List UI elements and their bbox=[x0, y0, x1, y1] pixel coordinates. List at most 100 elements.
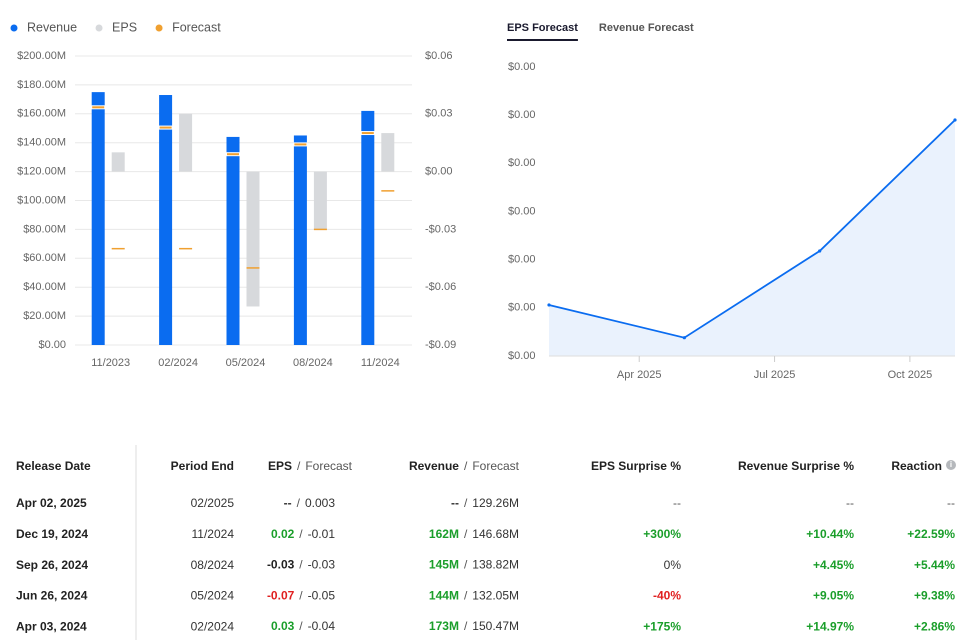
cell-pair: 173M / 150.47M bbox=[429, 619, 519, 633]
y-tick-label: $0.00 bbox=[508, 302, 536, 314]
cell-forecast: -0.01 bbox=[308, 527, 336, 541]
cell-pair: 0.02 / -0.01 bbox=[271, 527, 335, 541]
cell-pair: 145M / 138.82M bbox=[429, 558, 519, 572]
cell-forecast: 146.68M bbox=[472, 527, 519, 541]
period-end: 08/2024 bbox=[191, 558, 235, 572]
y2-tick-label: $0.00 bbox=[425, 166, 453, 178]
surprise-cell: -40% bbox=[653, 589, 681, 603]
revenue-bar[interactable] bbox=[361, 110, 375, 345]
info-icon-glyph: i bbox=[950, 460, 952, 469]
point bbox=[953, 118, 957, 122]
cell-pair: -0.03 / -0.03 bbox=[267, 558, 335, 572]
eps-forecast-marker bbox=[111, 247, 125, 250]
legend-swatch bbox=[95, 24, 103, 32]
cell-forecast: -0.03 bbox=[308, 558, 336, 572]
tab[interactable]: EPS Forecast bbox=[507, 22, 578, 34]
eps-bar[interactable] bbox=[313, 171, 327, 230]
column-header: Revenue / Forecast bbox=[409, 459, 520, 473]
cell-forecast: -0.04 bbox=[308, 619, 336, 633]
surprise-cell: -- bbox=[947, 496, 955, 510]
y-tick-label: $180.00M bbox=[17, 79, 66, 91]
cell-forecast: 0.003 bbox=[305, 496, 335, 510]
separator: / bbox=[464, 589, 468, 603]
cell-value: 144M bbox=[429, 589, 459, 603]
point bbox=[682, 336, 686, 340]
info-icon[interactable] bbox=[946, 460, 956, 470]
revenue-bar[interactable] bbox=[91, 92, 105, 345]
y2-tick-label: -$0.06 bbox=[425, 281, 456, 293]
header-part: EPS bbox=[268, 459, 292, 473]
cell-value: -0.03 bbox=[267, 558, 295, 572]
x-tick-label: 05/2024 bbox=[226, 357, 266, 369]
revenue-bar[interactable] bbox=[293, 135, 307, 345]
cell-forecast: -0.05 bbox=[308, 589, 336, 603]
eps-forecast-marker bbox=[246, 267, 260, 269]
cell-pair: 162M / 146.68M bbox=[429, 527, 519, 541]
y-tick-label: $20.00M bbox=[23, 310, 66, 322]
legend-label[interactable]: Revenue bbox=[27, 20, 77, 34]
header-part: Forecast bbox=[305, 459, 352, 473]
separator: / bbox=[297, 459, 301, 473]
y-tick-label: $40.00M bbox=[23, 281, 66, 293]
cell-value: 0.02 bbox=[271, 527, 295, 541]
cell-value: -0.07 bbox=[267, 589, 295, 603]
surprise-cell: +175% bbox=[643, 619, 681, 633]
revenue-forecast-marker bbox=[360, 131, 375, 136]
eps-bar[interactable] bbox=[111, 152, 125, 172]
eps-bar[interactable] bbox=[381, 133, 395, 172]
revenue-bar[interactable] bbox=[159, 95, 173, 345]
period-end: 02/2024 bbox=[191, 619, 235, 633]
surprise-cell: +300% bbox=[643, 527, 681, 541]
release-date: Sep 26, 2024 bbox=[16, 558, 88, 572]
revenue-forecast-marker bbox=[293, 142, 308, 147]
header-part: Forecast bbox=[472, 459, 519, 473]
eps-bar[interactable] bbox=[246, 171, 260, 307]
cell-pair: 0.03 / -0.04 bbox=[271, 619, 335, 633]
line bbox=[548, 119, 956, 339]
column-header: Release Date bbox=[16, 459, 91, 473]
x-tick-label: 02/2024 bbox=[158, 357, 198, 369]
separator: / bbox=[299, 527, 303, 541]
separator: / bbox=[299, 619, 303, 633]
revenue-bar[interactable] bbox=[226, 136, 240, 345]
release-date: Jun 26, 2024 bbox=[16, 589, 88, 603]
cell-value: 173M bbox=[429, 619, 459, 633]
eps-forecast-marker bbox=[179, 247, 193, 250]
eps-forecast-marker bbox=[313, 228, 327, 231]
surprise-cell: +10.44% bbox=[806, 527, 854, 541]
point bbox=[547, 303, 551, 307]
cell-value: 0.03 bbox=[271, 619, 295, 633]
cell-value: -- bbox=[284, 496, 292, 510]
separator: / bbox=[464, 527, 468, 541]
x-tick-label: Oct 2025 bbox=[888, 369, 933, 381]
separator: / bbox=[299, 558, 303, 572]
cell-forecast: 150.47M bbox=[472, 619, 519, 633]
y-tick-label: $0.00 bbox=[508, 205, 536, 217]
surprise-cell: +9.38% bbox=[914, 589, 955, 603]
area bbox=[549, 119, 955, 356]
x-tick-label: 11/2024 bbox=[361, 357, 400, 369]
revenue-forecast-marker bbox=[226, 152, 240, 157]
surprise-cell: 0% bbox=[664, 558, 682, 572]
tab[interactable]: Revenue Forecast bbox=[599, 22, 694, 34]
y-tick-label: $200.00M bbox=[17, 50, 66, 62]
y-tick-label: $0.00 bbox=[508, 350, 536, 362]
cell-pair: -0.07 / -0.05 bbox=[267, 589, 335, 603]
column-header: Period End bbox=[171, 459, 234, 473]
legend-swatch bbox=[10, 24, 18, 32]
legend-label[interactable]: Forecast bbox=[172, 20, 221, 34]
y-tick-label: $0.00 bbox=[38, 339, 66, 351]
separator: / bbox=[464, 496, 468, 510]
y2-tick-label: $0.03 bbox=[425, 108, 453, 120]
x-tick-label: Apr 2025 bbox=[617, 369, 662, 381]
y-tick-label: $60.00M bbox=[23, 252, 66, 264]
y-tick-label: $120.00M bbox=[17, 166, 66, 178]
separator: / bbox=[297, 496, 301, 510]
legend-label[interactable]: EPS bbox=[112, 20, 137, 34]
period-end: 02/2025 bbox=[191, 496, 235, 510]
column-header: Reaction bbox=[891, 459, 942, 473]
eps-bar[interactable] bbox=[179, 113, 193, 172]
cell-value: -- bbox=[451, 496, 459, 510]
x-tick-label: 08/2024 bbox=[293, 357, 333, 369]
